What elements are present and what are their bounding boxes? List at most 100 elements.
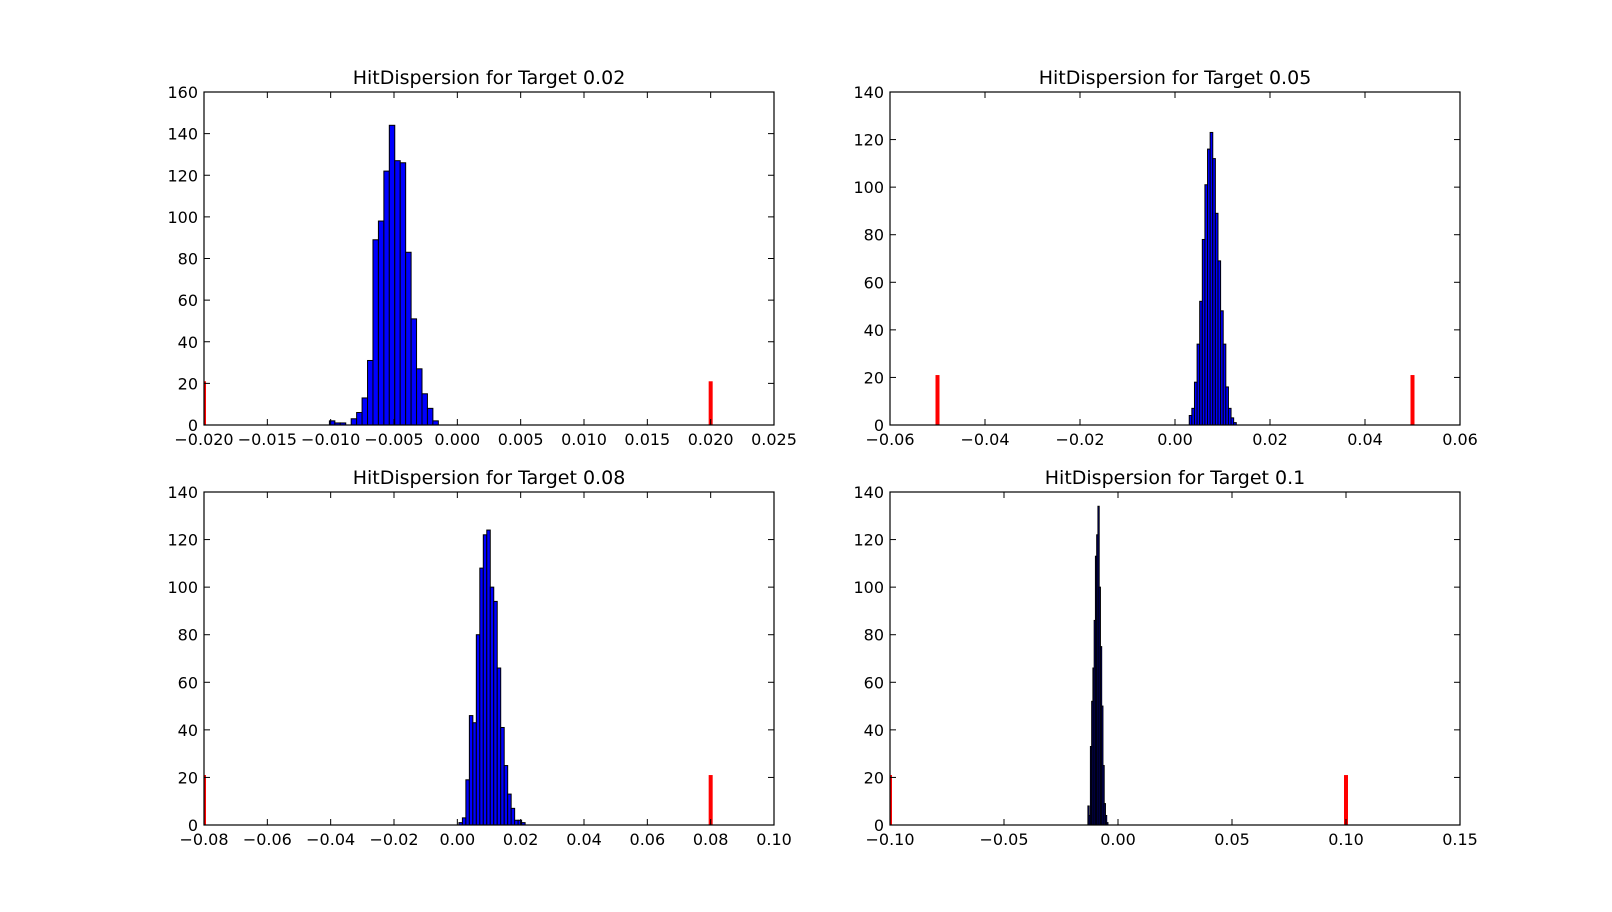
axes-frame: [889, 491, 1461, 826]
y-tick-label: 20: [178, 768, 198, 787]
x-tick-label: 0.04: [566, 830, 602, 849]
histogram-bar: [496, 667, 502, 826]
target-marker: [204, 775, 206, 825]
y-tick-label: 0: [874, 816, 884, 835]
histogram-bar: [500, 726, 505, 826]
y-tick-label: 100: [167, 208, 198, 227]
x-tick-label: 0.05: [1214, 830, 1250, 849]
y-tick-label: 0: [188, 416, 198, 435]
histogram-bar: [514, 819, 519, 826]
histogram-bar: [507, 793, 512, 826]
y-tick-label: 0: [188, 816, 198, 835]
x-tick-label: 0.00: [1157, 430, 1193, 449]
chart-panel-4: −0.10 −0.05 0.00 0.05 0.10 0.15 0 20 40 60 80 100 12…: [853, 467, 1477, 849]
target-marker: [708, 775, 713, 825]
y-tick-label: 40: [864, 321, 884, 340]
y-tick-label: 40: [178, 721, 198, 740]
y-tick-label: 60: [178, 673, 198, 692]
histogram-bars: [328, 124, 439, 426]
y-tick-label: 80: [864, 626, 884, 645]
y-tick-label: 120: [167, 166, 198, 185]
target-marker: [708, 381, 713, 425]
target-marker: [1410, 375, 1415, 425]
x-tick-label: −0.05: [979, 830, 1028, 849]
target-marker: [890, 775, 892, 825]
histogram-bar: [468, 715, 474, 826]
y-tick-label: 160: [167, 83, 198, 102]
histogram-bar: [465, 779, 470, 826]
x-tick-label: −0.015: [238, 430, 297, 449]
y-tick-label: 120: [853, 131, 884, 150]
x-tick-label: 0.10: [1328, 830, 1364, 849]
y-tick-label: 60: [864, 273, 884, 292]
y-tick-label: 140: [167, 125, 198, 144]
target-marker: [204, 381, 206, 425]
x-tick-label: 0.015: [624, 430, 670, 449]
histogram-bars: [1087, 505, 1109, 826]
histogram-bar: [377, 220, 385, 426]
histogram-bar: [503, 765, 509, 826]
histogram-bar: [372, 239, 379, 426]
axes-frame: [203, 491, 775, 826]
histogram-bar: [493, 600, 498, 826]
y-tick-label: 40: [178, 333, 198, 352]
x-tick-label: 0.06: [1442, 430, 1478, 449]
x-tick-label: 0.02: [503, 830, 539, 849]
x-tick-label: −0.010: [301, 430, 360, 449]
x-tick-label: −0.005: [364, 430, 423, 449]
y-tick-label: 140: [167, 483, 198, 502]
histogram-bar: [432, 420, 439, 426]
histogram-bar: [356, 412, 363, 426]
histogram-bar: [510, 807, 516, 826]
y-tick-label: 0: [874, 416, 884, 435]
target-marker: [935, 375, 940, 425]
histogram-bar: [399, 162, 407, 426]
histogram-bar: [361, 397, 369, 426]
x-tick-label: 0.000: [434, 430, 480, 449]
x-tick-label: 0.00: [440, 830, 476, 849]
x-tick-label: 0.005: [498, 430, 544, 449]
x-tick-label: −0.020: [174, 430, 233, 449]
histogram-bar: [367, 359, 374, 426]
y-tick-label: 20: [864, 368, 884, 387]
histogram-bar: [394, 160, 401, 426]
x-tick-label: −0.06: [243, 830, 292, 849]
y-tick-label: 60: [864, 673, 884, 692]
target-marker: [1344, 775, 1348, 825]
chart-title: HitDispersion for Target 0.1: [1045, 467, 1305, 489]
chart-panel-2: −0.06 −0.04 −0.02 0.00 0.02 0.04 0.06 0 20 40 60 80…: [853, 67, 1477, 449]
chart-title: HitDispersion for Target 0.05: [1039, 67, 1312, 89]
x-tick-label: 0.15: [1442, 830, 1478, 849]
x-tick-label: 0.00: [1100, 830, 1136, 849]
histogram-bars: [458, 529, 526, 826]
y-tick-label: 80: [864, 226, 884, 245]
x-tick-label: −0.02: [369, 830, 418, 849]
histogram-bar: [482, 534, 488, 826]
y-tick-label: 80: [178, 626, 198, 645]
y-tick-label: 120: [167, 531, 198, 550]
chart-title: HitDispersion for Target 0.08: [353, 467, 626, 489]
x-tick-label: −0.08: [179, 830, 228, 849]
x-tick-label: −0.10: [865, 830, 914, 849]
y-tick-label: 140: [853, 83, 884, 102]
histogram-bar: [472, 722, 477, 826]
x-tick-label: −0.02: [1055, 430, 1104, 449]
y-tick-label: 60: [178, 291, 198, 310]
y-tick-label: 100: [167, 578, 198, 597]
axes-frame: [889, 91, 1461, 426]
x-tick-label: −0.06: [865, 430, 914, 449]
x-tick-label: 0.010: [561, 430, 607, 449]
x-tick-label: 0.025: [751, 430, 797, 449]
x-tick-label: 0.020: [688, 430, 734, 449]
histogram-bar: [388, 124, 396, 426]
y-tick-label: 20: [178, 374, 198, 393]
histogram-bar: [416, 368, 423, 426]
histogram-bar: [405, 251, 412, 426]
histogram-bar: [421, 393, 428, 426]
x-tick-label: 0.04: [1347, 430, 1383, 449]
histogram-bar: [350, 418, 358, 426]
histogram-bars: [1188, 131, 1237, 426]
x-tick-label: 0.02: [1252, 430, 1288, 449]
x-tick-label: 0.06: [630, 830, 666, 849]
y-tick-label: 100: [853, 178, 884, 197]
